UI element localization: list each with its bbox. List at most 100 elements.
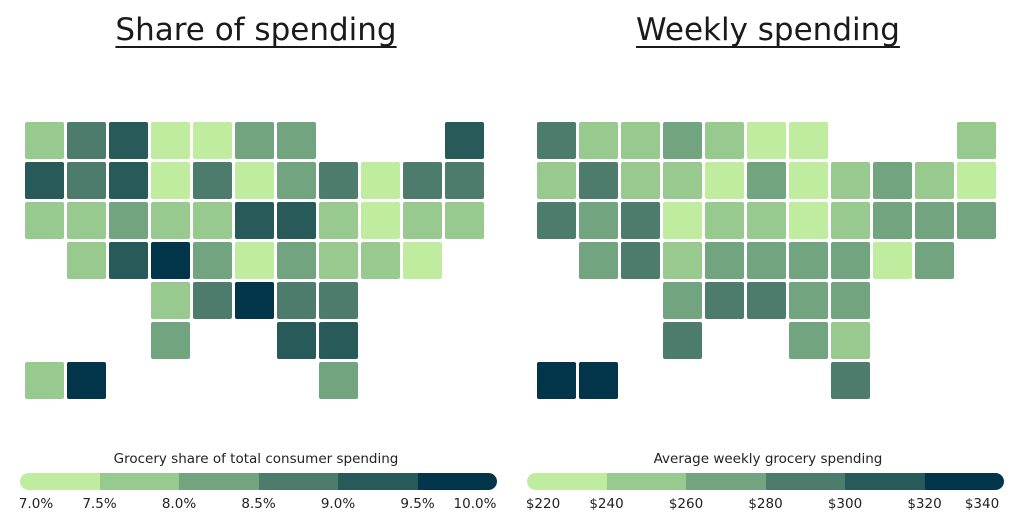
legend-tick-label: $280 (748, 496, 783, 512)
state-ca (537, 202, 576, 239)
map-title: Share of spending (115, 12, 397, 48)
state-ct (915, 242, 954, 279)
state-ks (663, 242, 702, 279)
legend-segment (686, 473, 766, 490)
state-va (789, 242, 828, 279)
legend-segment (20, 473, 100, 490)
legend-color-bar (527, 473, 1004, 490)
state-sd (151, 162, 190, 199)
state-me (445, 122, 484, 159)
legend-tick-label: 7.5% (82, 496, 117, 512)
state-nm (109, 242, 148, 279)
state-ar (705, 242, 744, 279)
state-ma (403, 202, 442, 239)
state-ut (579, 202, 618, 239)
state-nh (957, 162, 996, 199)
legend-segment (924, 473, 1004, 490)
state-al (277, 282, 316, 319)
state-ia (193, 162, 232, 199)
state-az (67, 242, 106, 279)
state-al (789, 282, 828, 319)
state-id (67, 122, 106, 159)
state-il (747, 162, 786, 199)
state-mo (705, 202, 744, 239)
state-ri (957, 202, 996, 239)
state-ct (403, 242, 442, 279)
state-mn (705, 122, 744, 159)
state-ga (789, 322, 828, 359)
state-fl (831, 362, 870, 399)
state-ne (151, 202, 190, 239)
state-nc (831, 282, 870, 319)
legend-tick-label: 8.5% (241, 496, 276, 512)
legend-color-bar (20, 473, 497, 490)
legend-segment (527, 473, 607, 490)
state-in (277, 162, 316, 199)
state-pa (319, 202, 358, 239)
state-va (277, 242, 316, 279)
state-la (193, 282, 232, 319)
state-ut (67, 202, 106, 239)
legend-segment (258, 473, 338, 490)
state-hi (67, 362, 106, 399)
legend-tick-label: 9.0% (320, 496, 356, 512)
state-nd (663, 122, 702, 159)
state-ky (747, 202, 786, 239)
state-wy (621, 162, 660, 199)
state-ms (235, 282, 274, 319)
state-mt (621, 122, 660, 159)
state-ak (25, 362, 64, 399)
state-wy (109, 162, 148, 199)
state-oh (319, 162, 358, 199)
state-co (109, 202, 148, 239)
state-de (361, 242, 400, 279)
state-tn (235, 242, 274, 279)
legend-tick-label: $300 (827, 496, 863, 512)
state-ma (915, 202, 954, 239)
map-title: Weekly spending (636, 12, 900, 48)
state-ri (445, 202, 484, 239)
share-panel: Share of spending Grocery share of total… (18, 12, 497, 512)
state-ia (705, 162, 744, 199)
state-ny (873, 162, 912, 199)
legend-tick-label: $260 (668, 496, 704, 512)
state-mo (193, 202, 232, 239)
state-mi (789, 122, 828, 159)
legend-segment (845, 473, 925, 490)
state-hi (579, 362, 618, 399)
state-wa (25, 122, 64, 159)
state-fl (319, 362, 358, 399)
state-sc (831, 322, 870, 359)
state-ak (537, 362, 576, 399)
state-in (789, 162, 828, 199)
state-oh (831, 162, 870, 199)
state-sc (319, 322, 358, 359)
legend-segment (179, 473, 259, 490)
legend-tick-label: $320 (907, 496, 942, 512)
state-tx (663, 322, 702, 359)
state-mi (277, 122, 316, 159)
state-id (579, 122, 618, 159)
legend-tick-label: $340 (964, 496, 1000, 512)
legend-segment (417, 473, 497, 490)
state-vt (403, 162, 442, 199)
legend-tick-label: 7.0% (18, 496, 54, 512)
state-or (537, 162, 576, 199)
state-nj (361, 202, 400, 239)
legend-tick-label: $240 (589, 496, 624, 512)
state-nd (151, 122, 190, 159)
legend-title: Grocery share of total consumer spending (113, 451, 399, 467)
state-ok (663, 282, 702, 319)
legend-segment (338, 473, 418, 490)
state-or (25, 162, 64, 199)
state-ne (663, 202, 702, 239)
state-pa (831, 202, 870, 239)
legend-segment (606, 473, 686, 490)
legend-title: Average weekly grocery spending (653, 451, 883, 467)
state-de (873, 242, 912, 279)
state-il (235, 162, 274, 199)
legend-tick-label: $220 (525, 496, 561, 512)
state-vt (915, 162, 954, 199)
share-choropleth-map (25, 122, 490, 412)
legend-tick-label: 10.0% (453, 496, 497, 512)
